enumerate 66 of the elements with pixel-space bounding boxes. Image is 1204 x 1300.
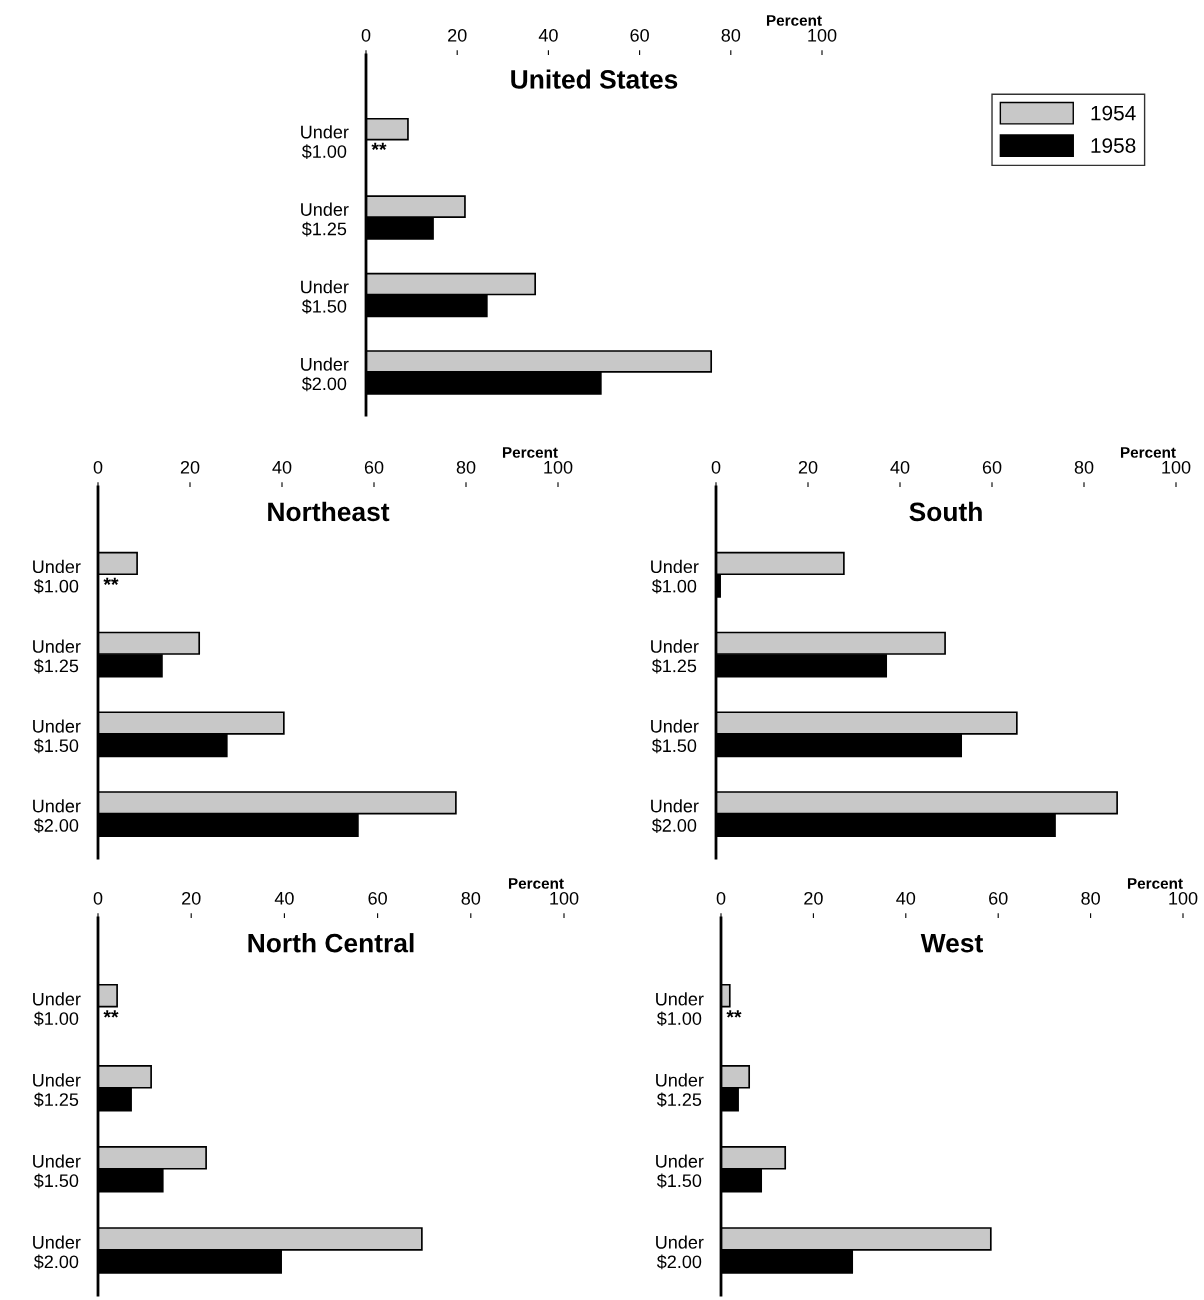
x-tick-label: 80 [1081,891,1100,905]
y-tick-label: Under $1.50 [651,719,699,754]
x-tick-label: 20 [182,891,201,905]
y-tick-label: Under $1.25 [651,639,699,674]
y-tick-label: Under $1.00 [651,559,699,594]
x-tick-label: 20 [448,28,467,42]
x-tick-label: 60 [364,460,384,474]
x-tick-label: 100 [808,28,837,42]
x-tick-label: 100 [550,891,579,905]
legend-label: 1954 [1091,105,1136,121]
x-tick-label: 100 [544,460,573,474]
y-tick-label: Under $2.00 [33,799,81,833]
x-tick-label: 60 [630,28,649,42]
category-label: Under $1.25 [301,202,349,237]
x-tick-label: 0 [361,28,371,42]
x-tick-label: 60 [989,891,1008,905]
chart-title: North Central [248,933,414,953]
legend-label: 1958 [1091,138,1136,153]
y-tick-label: Under $1.25 [33,639,81,674]
x-axis-title: Percent [1120,447,1176,458]
x-tick-label: 0 [716,891,726,905]
chart-title: Northeast [268,501,390,522]
y-tick-label: Under $1.00 [33,992,81,1027]
category-label: Under $2.00 [301,357,349,392]
x-tick-label: 40 [890,460,910,474]
x-tick-label: 100 [1169,891,1198,905]
x-tick-label: 100 [1162,460,1191,474]
x-tick-label: 40 [274,891,294,905]
y-tick-label: Under $2.00 [656,1235,704,1270]
x-tick-label: 80 [461,891,481,905]
x-tick-label: 0 [711,460,721,474]
y-tick-label: Under $1.00 [656,992,704,1027]
x-tick-label: 60 [982,460,1002,474]
x-tick-label: 40 [896,891,916,905]
category-label: Under $1.50 [301,280,349,314]
annotation: ** [726,1010,742,1018]
chart-title: West [920,934,983,953]
y-tick-label: Under $1.50 [33,719,81,754]
chart-title: United States [511,69,678,89]
annotation: ** [371,142,387,151]
x-tick-label: 20 [804,891,823,905]
y-tick-label: Under $1.50 [33,1154,81,1189]
x-axis-title: Percent [1127,878,1183,889]
chart-title: South [909,501,982,522]
x-tick-label: 40 [538,28,558,42]
x-tick-label: 0 [93,891,103,905]
x-tick-label: 60 [368,891,387,905]
x-axis-title: Percent [766,15,822,26]
annotation: ** [103,1010,119,1018]
annotation: ** [103,577,119,585]
y-tick-label: Under $2.00 [651,799,699,833]
x-tick-label: 80 [1074,460,1094,474]
category-label: Under $1.00 [301,125,349,159]
x-tick-label: 20 [180,460,200,474]
x-tick-label: 20 [798,460,818,474]
y-tick-label: Under $1.00 [33,559,81,594]
y-tick-label: Under $1.50 [656,1154,704,1189]
y-tick-label: Under $2.00 [33,1235,81,1270]
x-tick-label: 80 [456,460,476,474]
x-tick-label: 0 [93,460,103,474]
y-tick-label: Under $1.25 [656,1073,704,1108]
x-axis-title: Percent [508,878,564,889]
x-tick-label: 80 [721,28,741,42]
x-axis-title: Percent [502,447,558,458]
y-tick-label: Under $1.25 [33,1073,81,1108]
x-tick-label: 40 [272,460,292,474]
